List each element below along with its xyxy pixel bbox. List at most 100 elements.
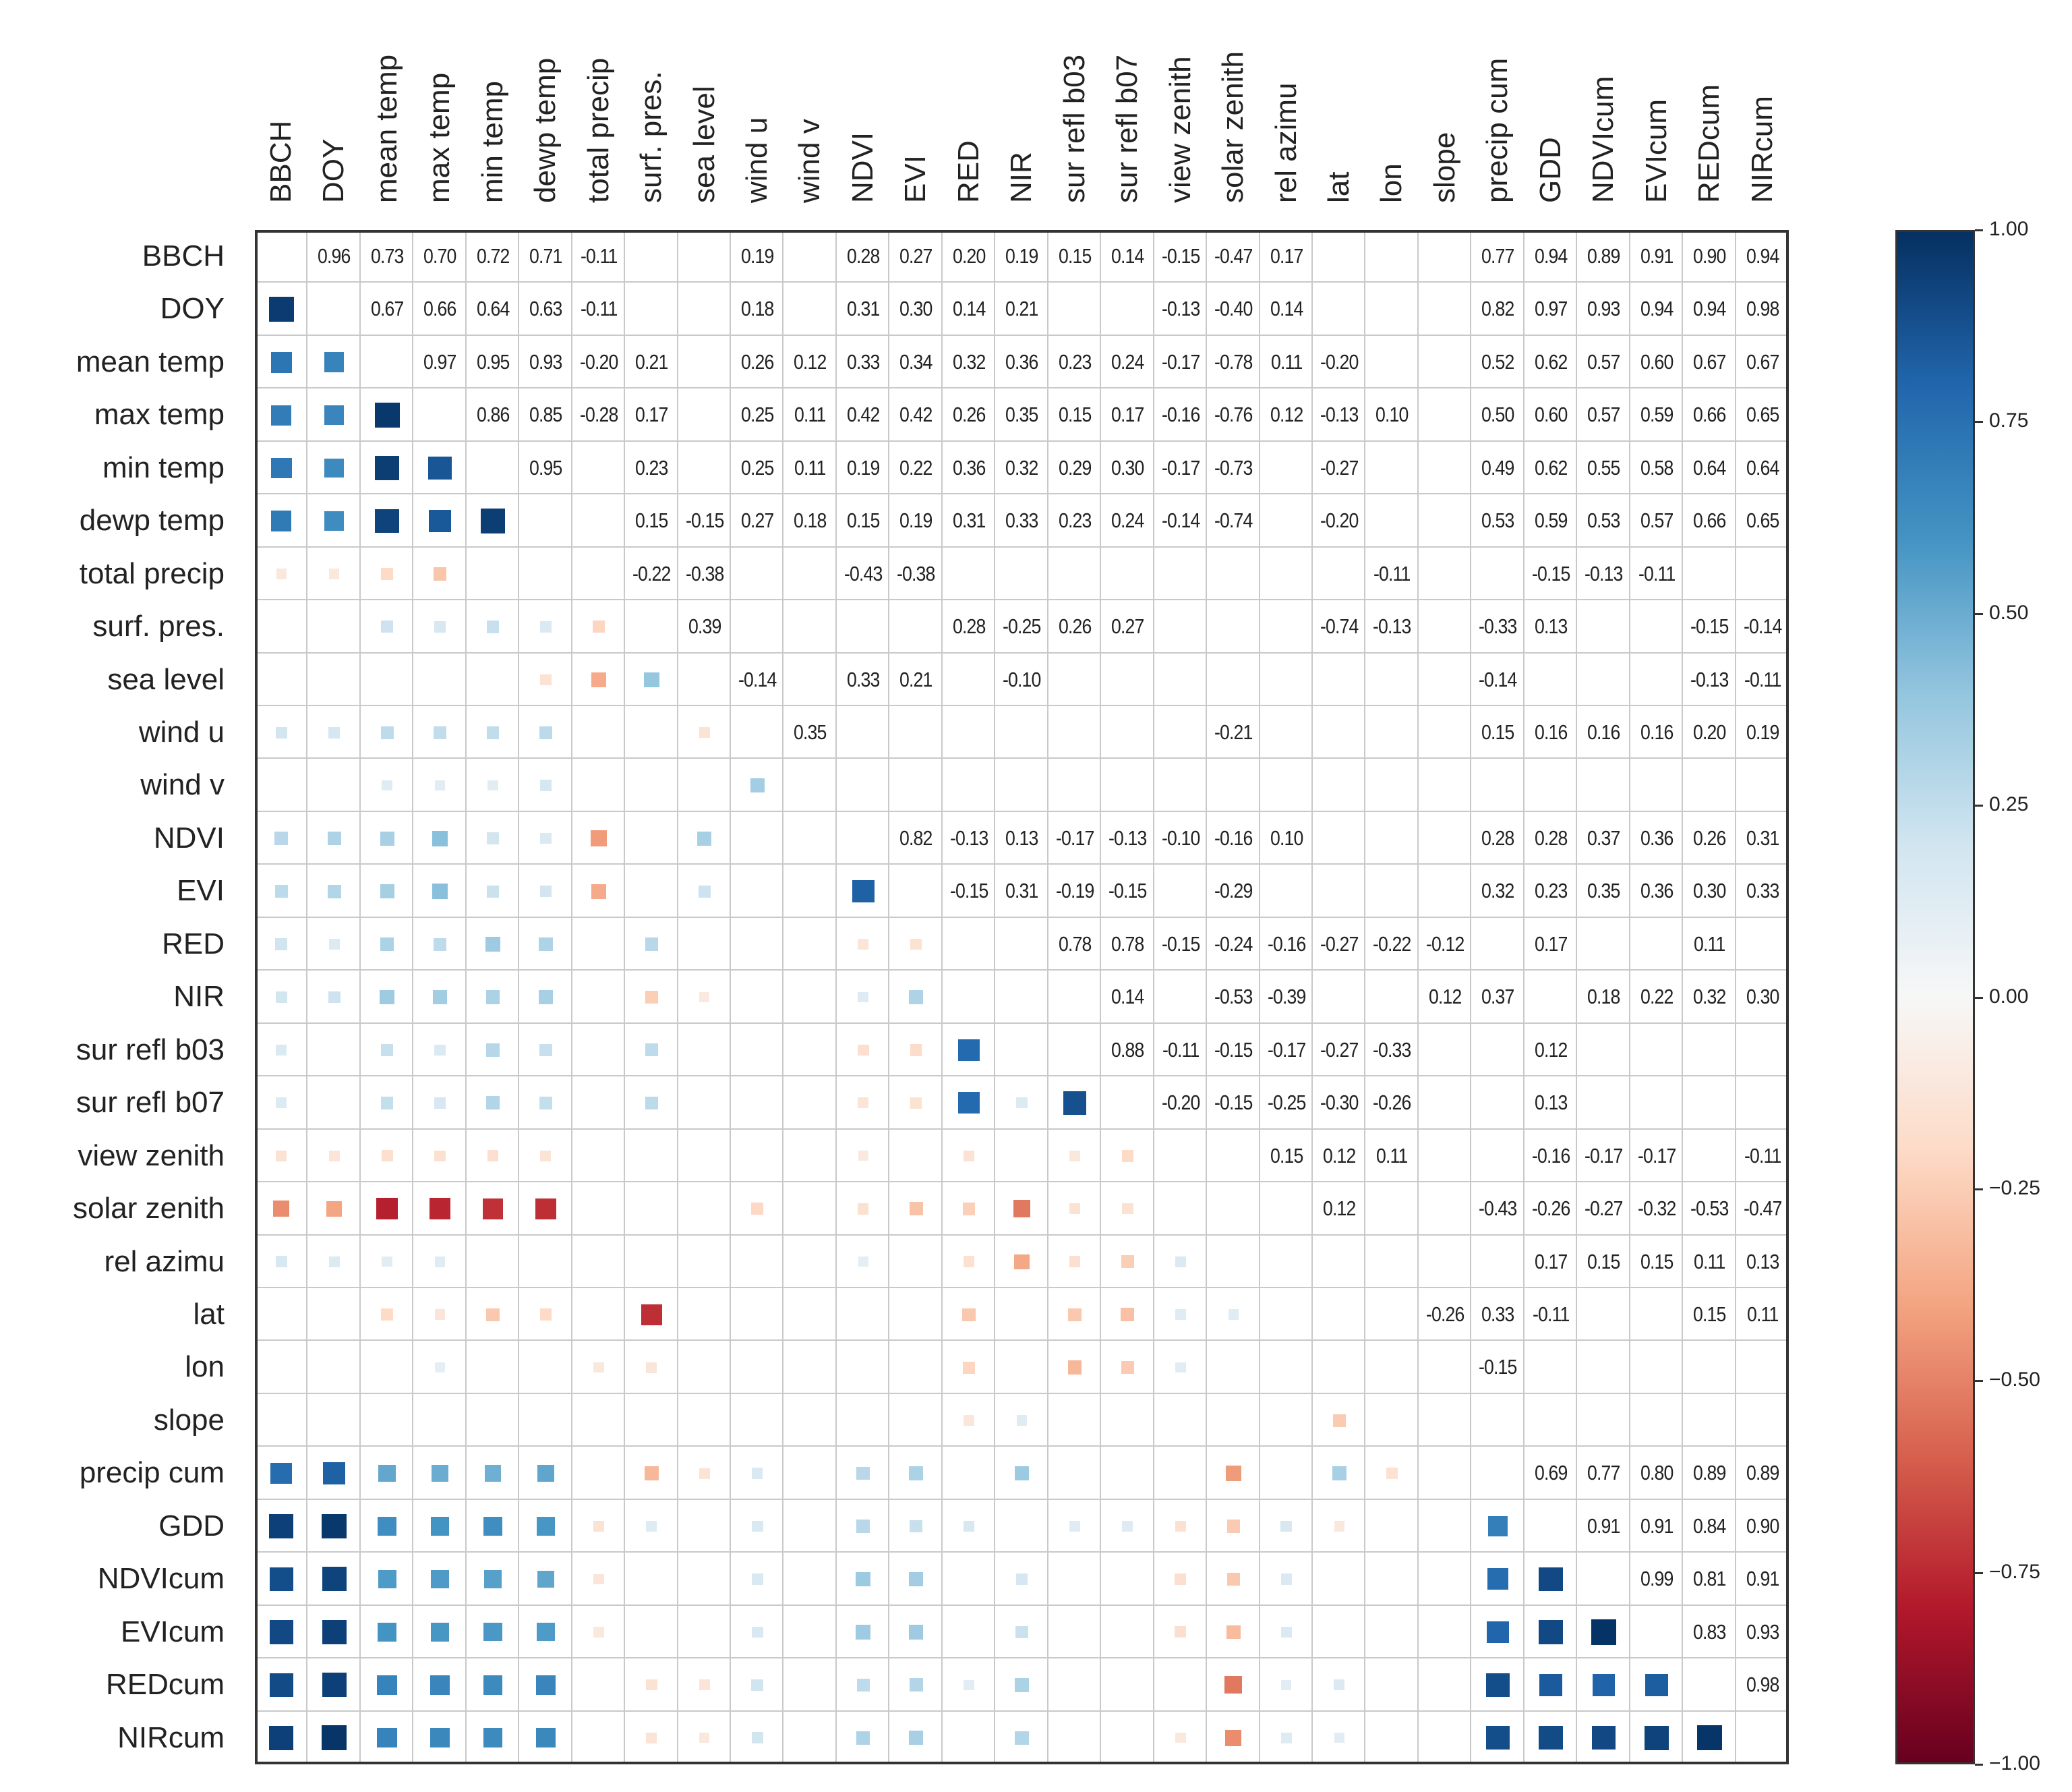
column-label: GDD <box>1533 137 1567 203</box>
correlation-square <box>1334 1679 1345 1691</box>
heatmap-cell <box>519 759 572 812</box>
correlation-square <box>328 1256 340 1267</box>
heatmap-cell <box>836 441 890 495</box>
heatmap-cell <box>1260 1129 1313 1183</box>
correlation-square <box>1226 1572 1240 1586</box>
correlation-value-label: -0.20 <box>1320 509 1359 533</box>
heatmap-cell <box>1048 388 1102 442</box>
correlation-square <box>380 831 394 846</box>
correlation-square <box>275 726 287 739</box>
heatmap-cell <box>836 706 890 759</box>
correlation-square <box>1013 1200 1031 1218</box>
correlation-square <box>1225 1465 1241 1482</box>
heatmap-cell <box>625 230 678 283</box>
correlation-value-label: 0.10 <box>1375 403 1409 427</box>
correlation-square <box>1014 1466 1030 1481</box>
heatmap-cell <box>995 1076 1048 1130</box>
correlation-value-label: 0.94 <box>1746 244 1779 268</box>
correlation-value-label: -0.13 <box>1320 403 1359 427</box>
heatmap-cell <box>625 653 678 707</box>
heatmap-cell <box>1260 1235 1313 1288</box>
heatmap-cell <box>307 811 361 865</box>
correlation-value-label: 0.77 <box>1587 1461 1620 1485</box>
heatmap-cell <box>889 494 943 548</box>
heatmap-cell <box>731 441 784 495</box>
heatmap-cell <box>360 230 414 283</box>
heatmap-cell <box>783 388 837 442</box>
heatmap-cell <box>1154 1393 1208 1447</box>
heatmap-cell <box>1207 230 1260 283</box>
heatmap-cell <box>307 1288 361 1341</box>
heatmap-cell <box>1471 1447 1525 1500</box>
heatmap-cell <box>625 1605 678 1659</box>
heatmap-cell <box>1365 1341 1419 1394</box>
heatmap-cell <box>1630 1129 1684 1183</box>
correlation-value-label: 0.16 <box>1587 720 1620 745</box>
correlation-value-label: 0.67 <box>1746 349 1779 374</box>
heatmap-cell <box>1154 283 1208 336</box>
heatmap-cell <box>1630 917 1684 971</box>
heatmap-cell <box>360 1235 414 1288</box>
heatmap-cell <box>1524 1605 1578 1659</box>
correlation-value-label: -0.17 <box>1637 1143 1676 1167</box>
correlation-value-label: 0.94 <box>1693 297 1726 321</box>
heatmap-cell <box>360 1605 414 1659</box>
heatmap-cell <box>625 1235 678 1288</box>
heatmap-cell <box>1577 1182 1630 1236</box>
heatmap-cell <box>1630 1553 1684 1606</box>
correlation-square <box>908 1625 924 1640</box>
correlation-value-label: 0.58 <box>1640 455 1674 480</box>
heatmap-cell <box>783 1288 837 1341</box>
colorbar-tick-label: 0.00 <box>1989 985 2029 1008</box>
heatmap-cell <box>413 1658 467 1712</box>
heatmap-cell <box>1577 971 1630 1024</box>
correlation-square <box>1015 1678 1029 1692</box>
heatmap-cell <box>572 1288 626 1341</box>
correlation-value-label: 0.11 <box>1694 1249 1725 1273</box>
correlation-value-label: -0.20 <box>579 349 618 374</box>
correlation-value-label: 0.14 <box>1270 297 1303 321</box>
heatmap-cell <box>1418 1235 1472 1288</box>
heatmap-cell <box>1365 1182 1419 1236</box>
heatmap-cell <box>1630 600 1684 654</box>
correlation-square <box>539 885 552 898</box>
heatmap-cell <box>1101 1447 1154 1500</box>
correlation-square <box>328 1150 340 1161</box>
heatmap-cell <box>942 865 996 918</box>
heatmap-cell <box>731 1393 784 1447</box>
heatmap-cell <box>1312 1235 1366 1288</box>
heatmap-cell <box>519 1499 572 1553</box>
heatmap-cell <box>1471 1129 1525 1183</box>
correlation-value-label: 0.63 <box>529 297 562 321</box>
heatmap-cell <box>783 1499 837 1553</box>
heatmap-cell <box>572 706 626 759</box>
column-label: view zenith <box>1163 56 1197 203</box>
heatmap-cell <box>731 600 784 654</box>
heatmap-cell <box>466 1605 520 1659</box>
heatmap-cell <box>731 1605 784 1659</box>
heatmap-cell <box>1312 494 1366 548</box>
correlation-square <box>536 1728 556 1748</box>
correlation-square <box>480 509 506 533</box>
correlation-value-label: -0.15 <box>1690 614 1729 639</box>
correlation-square <box>1175 1520 1187 1532</box>
correlation-square <box>428 509 452 533</box>
heatmap-cell <box>519 1341 572 1394</box>
correlation-square <box>434 1309 446 1321</box>
heatmap-cell <box>360 494 414 548</box>
heatmap-cell <box>1207 1499 1260 1553</box>
correlation-value-label: 0.18 <box>1587 985 1620 1009</box>
correlation-value-label: 0.32 <box>952 349 986 374</box>
correlation-value-label: -0.38 <box>685 561 724 585</box>
heatmap-cell <box>1312 600 1366 654</box>
heatmap-cell <box>889 388 943 442</box>
heatmap-cell <box>889 230 943 283</box>
correlation-value-label: 0.84 <box>1693 1513 1726 1538</box>
heatmap-cell <box>1418 971 1472 1024</box>
heatmap-cell <box>1577 547 1630 601</box>
heatmap-cell <box>255 388 308 442</box>
correlation-square <box>641 1304 662 1325</box>
heatmap-cell <box>1630 653 1684 707</box>
correlation-value-label: 0.37 <box>1481 985 1514 1009</box>
heatmap-cell <box>413 1129 467 1183</box>
